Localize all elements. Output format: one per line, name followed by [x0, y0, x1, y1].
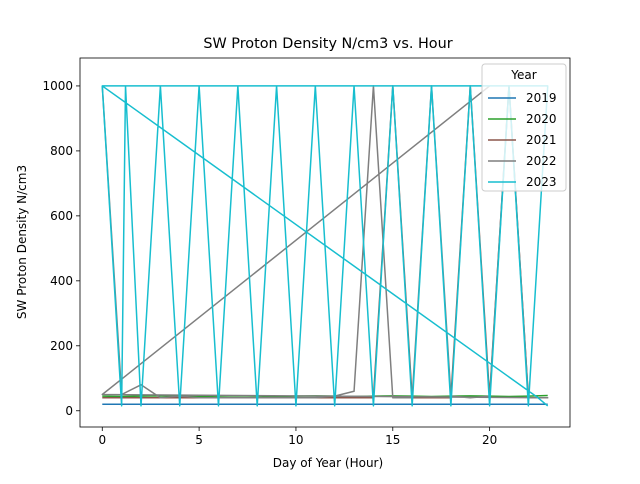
y-tick-label: 400	[50, 274, 73, 288]
legend-label: 2019	[526, 91, 557, 105]
x-tick-label: 15	[385, 433, 400, 447]
y-tick-label: 800	[50, 144, 73, 158]
x-tick-label: 0	[98, 433, 106, 447]
legend-label: 2023	[526, 175, 557, 189]
x-tick-label: 10	[288, 433, 303, 447]
x-axis-label: Day of Year (Hour)	[273, 456, 383, 470]
legend-title: Year	[510, 68, 536, 82]
y-tick-label: 1000	[42, 79, 73, 93]
legend-box	[481, 63, 567, 192]
axes-frame	[79, 57, 571, 428]
legend-label: 2021	[526, 133, 557, 147]
y-tick-label: 200	[50, 339, 73, 353]
series-line	[101, 85, 549, 407]
y-tick-label: 600	[50, 209, 73, 223]
x-tick-label: 20	[482, 433, 497, 447]
chart-title: SW Proton Density N/cm3 vs. Hour	[203, 36, 452, 52]
legend: Year 2019 2020 2021 2022 2023	[481, 63, 567, 192]
legend-label: 2020	[526, 112, 557, 126]
y-axis-label: SW Proton Density N/cm3	[15, 165, 29, 319]
x-tick-label: 5	[195, 433, 203, 447]
legend-label: 2022	[526, 154, 557, 168]
y-tick-label: 0	[65, 404, 73, 418]
plot-area	[101, 85, 549, 407]
